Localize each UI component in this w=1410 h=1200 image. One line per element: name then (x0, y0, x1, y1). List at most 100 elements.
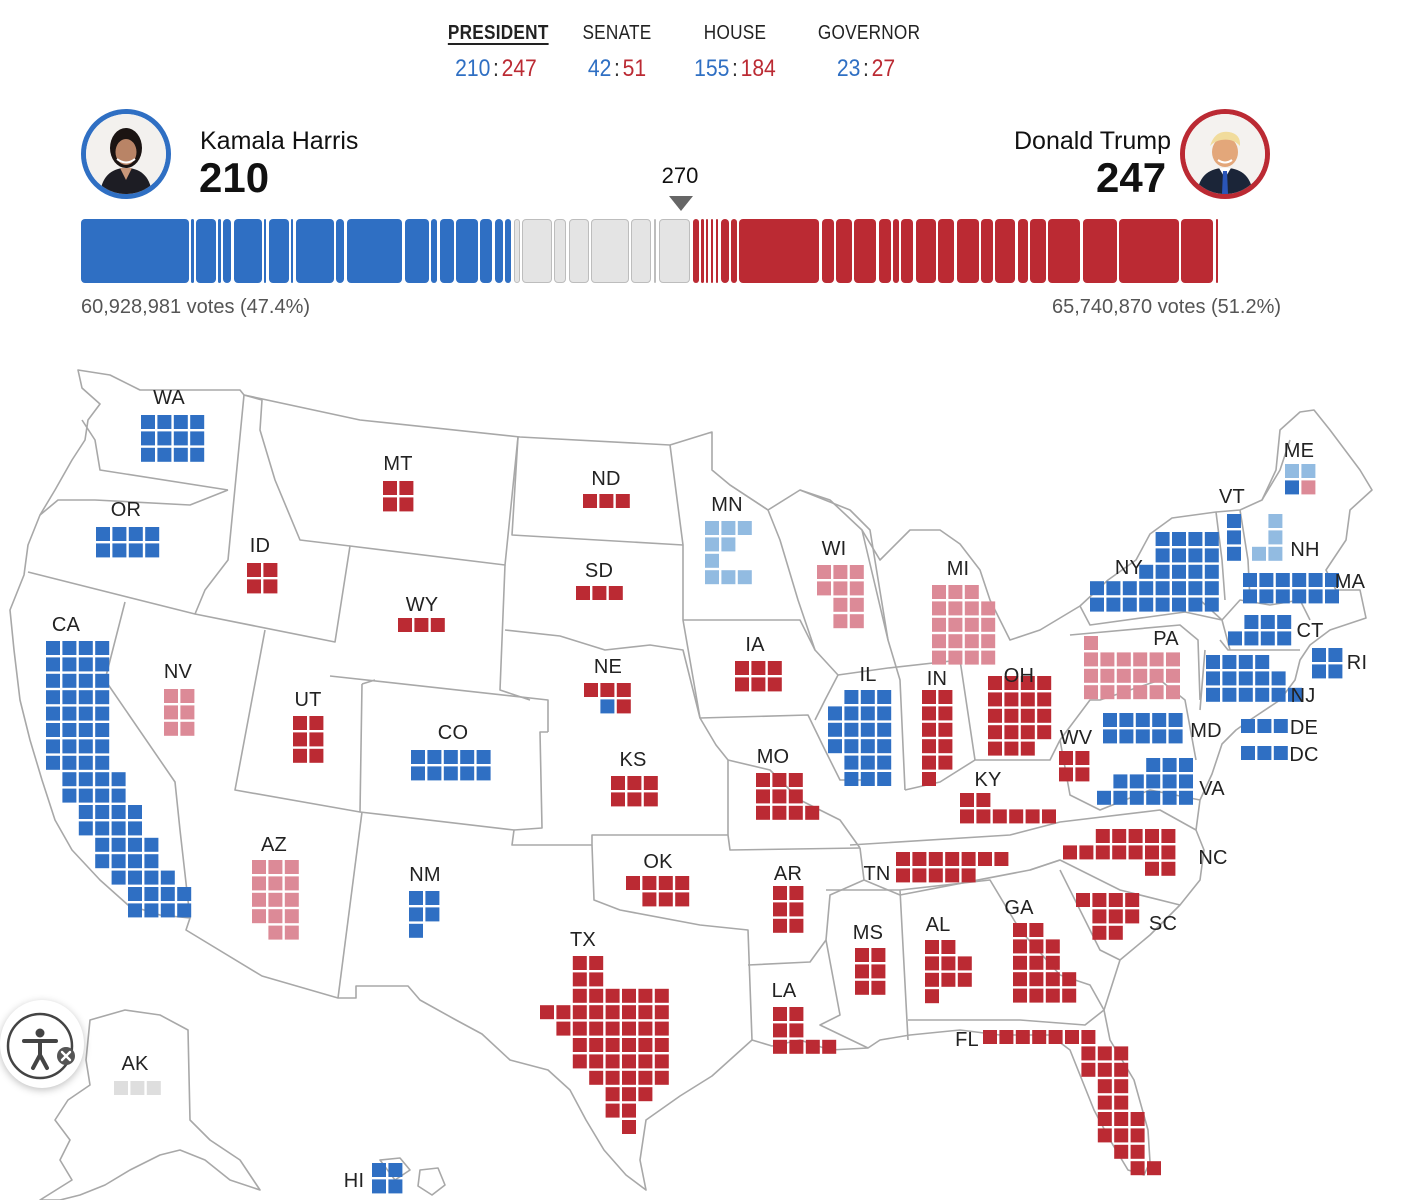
state-la[interactable] (773, 1007, 837, 1054)
state-tn[interactable] (896, 852, 1009, 883)
state-in[interactable] (922, 690, 953, 786)
state-mi[interactable] (932, 585, 996, 665)
electoral-vote-square (1029, 972, 1044, 987)
electoral-vote-square (1130, 1161, 1145, 1176)
tab-governor[interactable]: GOVERNOR 23:27 (810, 22, 922, 83)
tab-senate[interactable]: SENATE 42:51 (572, 22, 662, 83)
electoral-vote-square (177, 887, 192, 901)
electoral-vote-square (1020, 741, 1035, 756)
accessibility-button[interactable] (0, 1000, 84, 1088)
state-or[interactable] (96, 527, 160, 558)
electoral-vote-square (1188, 597, 1203, 612)
state-ms[interactable] (855, 948, 886, 995)
state-ga[interactable] (1013, 923, 1077, 1003)
state-nd[interactable] (583, 494, 630, 508)
electoral-vote-square (146, 1081, 161, 1095)
state-az[interactable] (252, 860, 299, 940)
electoral-vote-square (1161, 861, 1176, 876)
electoral-vote-square (1328, 648, 1343, 662)
score-separator: : (732, 55, 738, 82)
state-mn[interactable] (705, 521, 752, 585)
electoral-vote-square (828, 706, 842, 721)
electoral-vote-square (932, 585, 946, 599)
state-nm[interactable] (409, 891, 440, 938)
state-il[interactable] (828, 690, 892, 786)
electoral-vote-square (372, 1163, 386, 1177)
state-hi[interactable] (372, 1163, 403, 1194)
state-wa[interactable] (141, 415, 205, 462)
electoral-vote-square (849, 597, 864, 612)
electoral-vote-square (1260, 615, 1275, 629)
state-wy[interactable] (398, 618, 445, 632)
state-ia[interactable] (735, 661, 782, 692)
state-label-co: CO (438, 722, 468, 744)
electoral-vote-square (556, 1005, 571, 1020)
ev-bar-segment (263, 219, 267, 283)
state-ny[interactable] (1090, 532, 1219, 612)
electoral-vote-square (309, 732, 324, 747)
electoral-vote-square (960, 793, 974, 807)
ev-bar-segment (291, 219, 294, 283)
state-ok[interactable] (626, 876, 690, 907)
electoral-vote-square (1013, 955, 1027, 970)
state-dc[interactable] (1241, 746, 1288, 760)
electoral-vote-square (638, 1070, 653, 1085)
electoral-vote-square (1155, 548, 1170, 563)
state-mt[interactable] (383, 481, 414, 512)
state-pa[interactable] (1084, 636, 1180, 700)
state-va[interactable] (1097, 758, 1193, 805)
electoral-vote-square (46, 755, 60, 770)
electoral-vote-square (675, 876, 690, 890)
state-mo[interactable] (756, 773, 820, 820)
state-sc[interactable] (1076, 893, 1140, 940)
state-wi[interactable] (817, 565, 864, 629)
state-me[interactable] (1285, 464, 1316, 495)
electoral-vote-square (1260, 631, 1275, 646)
state-nj[interactable] (1206, 655, 1302, 702)
state-ct[interactable] (1228, 615, 1292, 646)
electoral-vote-square (190, 447, 205, 462)
electoral-vote-square (1032, 1030, 1047, 1044)
electoral-vote-square (789, 902, 804, 917)
electoral-vote-square (111, 821, 126, 836)
tab-president[interactable]: PRESIDENT 210:247 (440, 22, 552, 83)
state-md[interactable] (1103, 713, 1183, 744)
electoral-vote-square (1206, 655, 1220, 669)
state-ar[interactable] (773, 886, 804, 933)
electoral-vote-square (111, 788, 126, 803)
state-ut[interactable] (293, 716, 324, 763)
state-nh[interactable] (1252, 514, 1283, 561)
state-de[interactable] (1241, 719, 1288, 733)
state-vt[interactable] (1227, 514, 1241, 561)
electoral-vote-square (284, 860, 299, 874)
state-oh[interactable] (988, 676, 1052, 756)
state-id[interactable] (247, 563, 278, 594)
state-ma[interactable] (1243, 573, 1339, 604)
state-tx[interactable] (540, 956, 669, 1134)
electoral-vote-square (164, 705, 178, 720)
tab-house[interactable]: HOUSE 155:184 (682, 22, 788, 83)
state-nc[interactable] (1063, 829, 1176, 876)
state-label-vt: VT (1219, 486, 1245, 508)
state-ca[interactable] (46, 641, 192, 918)
state-nv[interactable] (164, 689, 195, 736)
state-al[interactable] (925, 940, 972, 1004)
state-co[interactable] (411, 750, 491, 781)
electoral-vote-square (111, 772, 126, 787)
electoral-vote-square (627, 792, 642, 807)
state-ri[interactable] (1312, 648, 1343, 679)
state-wv[interactable] (1059, 751, 1090, 782)
state-fl[interactable] (983, 1030, 1161, 1176)
electoral-vote-square (112, 527, 127, 541)
electoral-vote-square (157, 431, 172, 446)
state-label-id: ID (250, 535, 270, 557)
electoral-vote-square (177, 903, 192, 918)
state-ak[interactable] (114, 1081, 161, 1095)
state-sd[interactable] (576, 586, 623, 600)
state-ky[interactable] (960, 793, 1056, 824)
ev-bar-segment (739, 219, 820, 283)
state-ne[interactable] (584, 683, 631, 714)
electoral-vote-square (938, 706, 953, 721)
electoral-vote-square (411, 750, 425, 764)
state-ks[interactable] (611, 776, 658, 807)
